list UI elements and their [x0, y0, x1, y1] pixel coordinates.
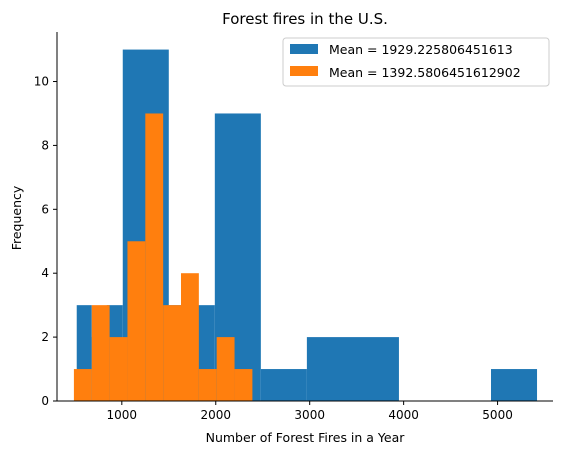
series-orange-bars: [73, 113, 253, 401]
orange-bar-8: [216, 337, 235, 401]
y-tick-label-4: 4: [41, 266, 49, 280]
y-axis-label: Frequency: [9, 185, 24, 250]
x-tick-label-1000: 1000: [107, 408, 138, 422]
legend-swatch-orange: [290, 66, 318, 76]
legend-frame: [282, 37, 550, 87]
orange-bar-9: [234, 369, 253, 401]
x-tick-label-2000: 2000: [200, 408, 231, 422]
y-tick-label-0: 0: [41, 394, 49, 408]
orange-bar-5: [163, 305, 181, 401]
orange-bar-2: [109, 337, 128, 401]
y-tick-label-8: 8: [41, 138, 49, 152]
y-tick-label-6: 6: [41, 202, 49, 216]
x-tick-label-5000: 5000: [482, 408, 513, 422]
legend-label-orange: Mean = 1392.5806451612902: [329, 65, 521, 80]
chart-title: Forest fires in the U.S.: [222, 10, 388, 28]
orange-bar-0: [73, 369, 92, 401]
legend-label-blue: Mean = 1929.225806451613: [329, 42, 513, 57]
orange-bar-1: [91, 305, 110, 401]
legend-swatch-blue: [290, 44, 318, 54]
x-tick-label-4000: 4000: [388, 408, 419, 422]
y-tick-label-10: 10: [34, 75, 49, 89]
x-tick-label-3000: 3000: [294, 408, 325, 422]
orange-bar-3: [127, 241, 146, 401]
blue-bar-7: [306, 337, 399, 401]
series-blue-bars: [76, 49, 538, 401]
orange-bar-7: [198, 369, 217, 401]
blue-bar-6: [260, 369, 307, 401]
blue-bar-8: [491, 369, 538, 401]
legend: Mean = 1929.225806451613 Mean = 1392.580…: [282, 37, 550, 87]
axes: [56, 32, 553, 402]
orange-bar-4: [145, 113, 164, 401]
orange-bar-6: [181, 273, 199, 401]
tick-marks: 1000 2000 3000 4000 5000 0 2 4 6 8 10: [34, 75, 513, 422]
x-axis-label: Number of Forest Fires in a Year: [206, 430, 406, 445]
y-tick-label-2: 2: [41, 330, 49, 344]
